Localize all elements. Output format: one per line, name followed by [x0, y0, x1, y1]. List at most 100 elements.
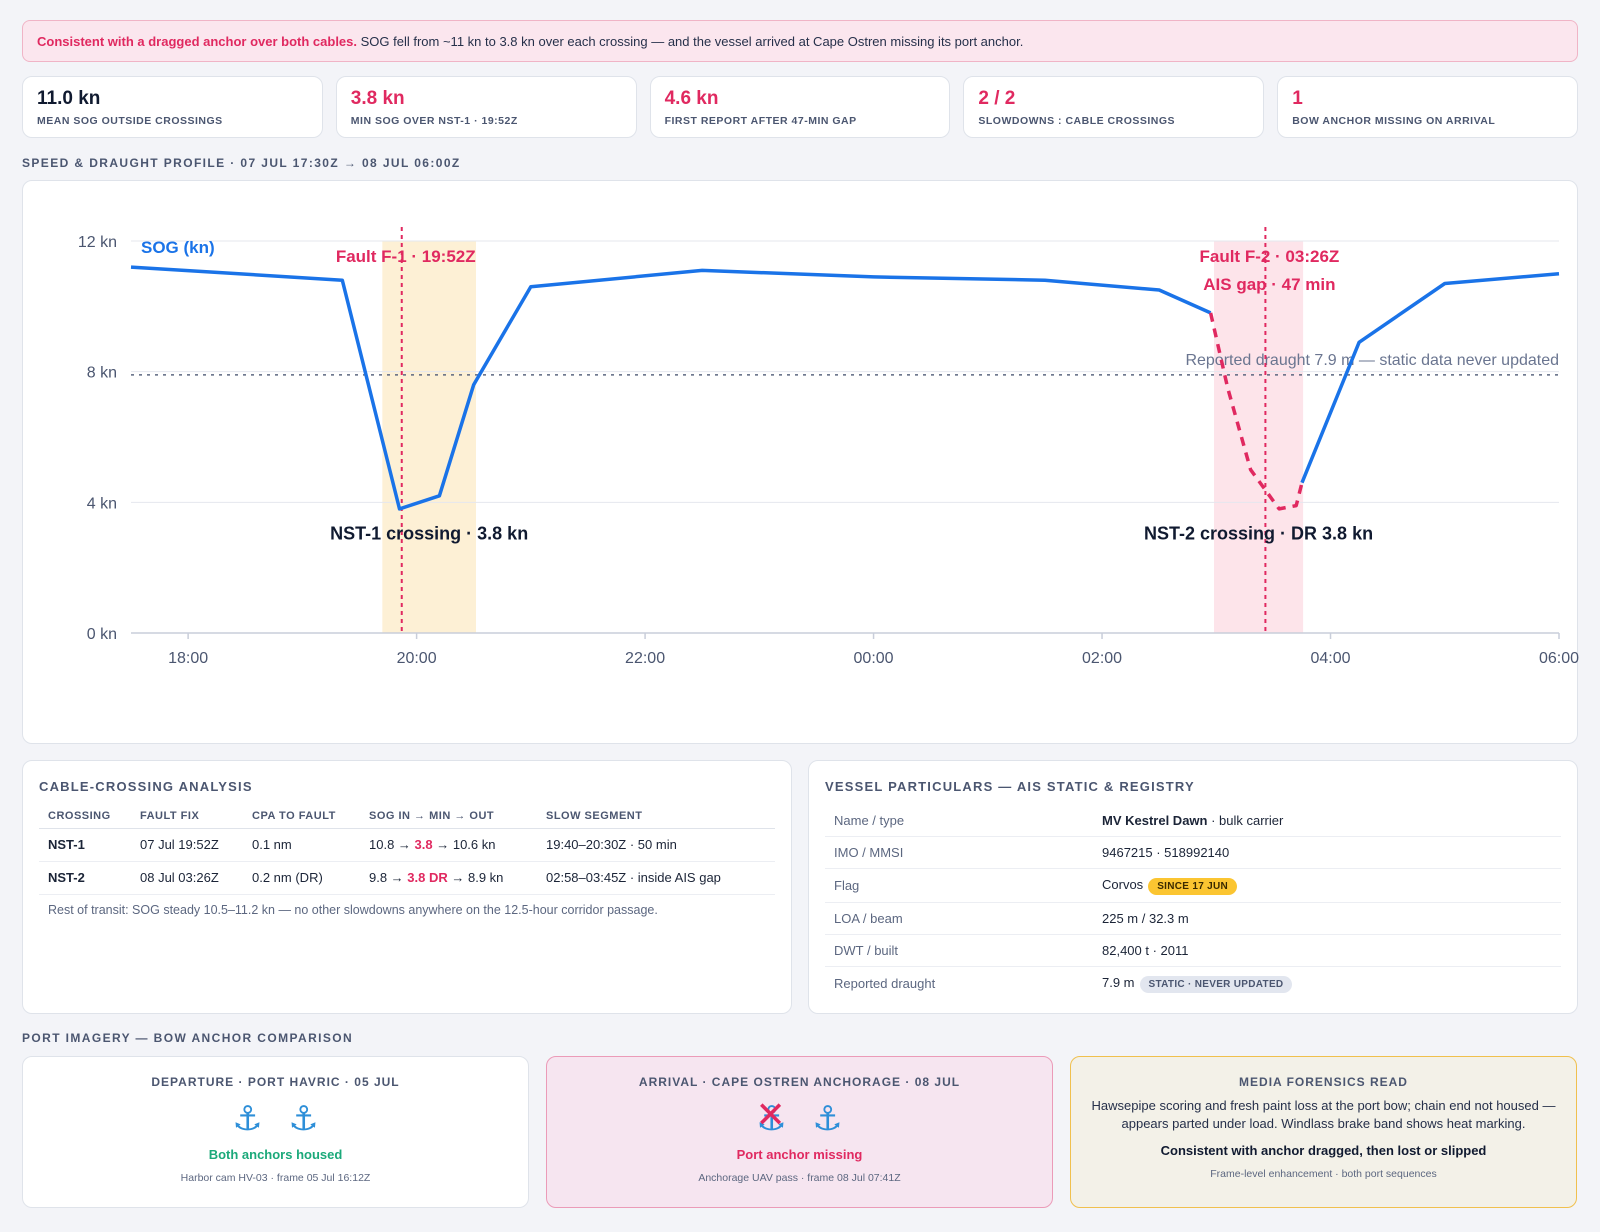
- arrival-title: ARRIVAL · CAPE OSTREN ANCHORAGE · 08 JUL: [638, 1075, 961, 1089]
- arrival-meta: Anchorage UAV pass · frame 08 Jul 07:41Z: [698, 1172, 901, 1184]
- kpi-card: 3.8 kn MIN SOG OVER NST-1 · 19:52Z: [335, 76, 637, 138]
- forensics-title: MEDIA FORENSICS READ: [1239, 1075, 1408, 1089]
- field-value: 225 m / 32.3 m: [1093, 902, 1561, 935]
- crossing-label: NST-2 crossing · DR 3.8 kn: [1144, 523, 1373, 543]
- departure-title: DEPARTURE · PORT HAVRIC · 05 JUL: [151, 1075, 400, 1089]
- cable-crossing-card: CABLE-CROSSING ANALYSIS CROSSING FAULT F…: [22, 760, 792, 1014]
- draught-badge: STATIC · NEVER UPDATED: [1139, 975, 1293, 993]
- fault-label: Fault F-2 · 03:26Z: [1199, 247, 1339, 266]
- departure-status: Both anchors housed: [208, 1147, 343, 1162]
- x-tick-label: 00:00: [854, 650, 894, 667]
- speed-chart: 0 kn 4 kn 8 kn 12 kn 18:00 20:00 22:00 00:00 02:…: [78, 227, 1579, 667]
- field-value: 82,400 t · 2011: [1093, 934, 1561, 967]
- vessel-name: MV Kestrel Dawn: [1102, 812, 1208, 828]
- kpi-card: 1 BOW ANCHOR MISSING ON ARRIVAL: [1277, 76, 1578, 138]
- sog-out: → 8.9 kn: [447, 870, 504, 885]
- slow-segment: 02:58–03:45Z · inside AIS gap: [537, 861, 775, 895]
- field-key: LOA / beam: [825, 902, 1093, 935]
- anchor-icon: ⚓: [232, 1100, 263, 1138]
- x-tick-label: 22:00: [625, 650, 665, 667]
- alert-bold: Consistent with a dragged anchor over bo…: [37, 34, 357, 49]
- draught-reference-label: Reported draught 7.9 m — static data nev…: [1185, 352, 1559, 369]
- y-tick-label: 0 kn: [87, 626, 117, 643]
- alert-banner: Consistent with a dragged anchor over bo…: [22, 20, 1578, 62]
- vessel-card-title: VESSEL PARTICULARS — AIS STATIC & REGIST…: [825, 779, 1195, 794]
- field-value: MV Kestrel Dawn · bulk carrier: [1093, 804, 1561, 837]
- field-value: 9467215 · 518992140: [1093, 836, 1561, 869]
- table-row: Flag Corvos SINCE 17 JUN: [825, 868, 1561, 903]
- sog-profile: 10.8 → 3.8 → 10.6 kn: [360, 828, 537, 862]
- kpi-value: 3.8 kn: [350, 88, 405, 109]
- y-tick-label: 12 kn: [78, 234, 117, 251]
- crossing-label: NST-1 crossing · 3.8 kn: [330, 523, 528, 543]
- sog-series-line: [1300, 271, 1560, 484]
- table-row: Reported draught 7.9 m STATIC · NEVER UPDA…: [825, 966, 1561, 1000]
- kpi-label: MEAN SOG OUTSIDE CROSSINGS: [37, 115, 223, 127]
- kpi-card: 4.6 kn FIRST REPORT AFTER 47-MIN GAP: [649, 76, 951, 138]
- column-header: FAULT FIX: [131, 804, 243, 829]
- column-header: SOG IN → MIN → OUT: [360, 804, 537, 829]
- field-key: Flag: [825, 868, 1093, 903]
- y-tick-label: 4 kn: [87, 495, 117, 512]
- departure-meta: Harbor cam HV-03 · frame 05 Jul 16:12Z: [180, 1172, 371, 1184]
- arrival-imagery-card: ARRIVAL · CAPE OSTREN ANCHORAGE · 08 JUL…: [546, 1056, 1053, 1208]
- field-key: Reported draught: [834, 976, 936, 991]
- fault-label: Fault F-1 · 19:52Z: [336, 247, 476, 266]
- kpi-value: 4.6 kn: [664, 88, 719, 109]
- table-row: NST-2 08 Jul 03:26Z 0.2 nm (DR) 9.8 → 3.…: [39, 861, 775, 895]
- series-label: SOG (kn): [141, 238, 215, 257]
- column-header: SLOW SEGMENT: [537, 804, 775, 829]
- missing-anchor: ⚓ ✕: [744, 1094, 800, 1141]
- kpi-label: MIN SOG OVER NST-1 · 19:52Z: [350, 115, 518, 127]
- fault-label: AIS gap · 47 min: [1203, 275, 1335, 294]
- cpa-to-fault: 0.2 nm (DR): [243, 861, 360, 895]
- missing-x-icon: ✕: [755, 1094, 786, 1135]
- kpi-value: 11.0 kn: [37, 88, 101, 109]
- cable-card-title: CABLE-CROSSING ANALYSIS: [39, 779, 253, 794]
- field-key: Name / type: [825, 804, 1093, 837]
- kpi-card: 11.0 kn MEAN SOG OUTSIDE CROSSINGS: [22, 76, 323, 138]
- arrival-status: Port anchor missing: [736, 1147, 863, 1162]
- alert-text: SOG fell from ~11 kn to 3.8 kn over each…: [357, 34, 1024, 49]
- flag-badge: SINCE 17 JUN: [1148, 877, 1238, 895]
- sog-profile: 9.8 → 3.8 DR → 8.9 kn: [360, 861, 537, 895]
- sog-out: → 10.6 kn: [432, 837, 496, 852]
- fault-fix: 08 Jul 03:26Z: [131, 861, 243, 895]
- anchor-icon: ⚓: [756, 1100, 787, 1138]
- kpi-label: BOW ANCHOR MISSING ON ARRIVAL: [1292, 115, 1496, 127]
- field-key: DWT / built: [825, 934, 1093, 967]
- table-row: NST-1 07 Jul 19:52Z 0.1 nm 10.8 → 3.8 → …: [39, 828, 775, 862]
- vessel-type: · bulk carrier: [1207, 812, 1284, 828]
- cpa-to-fault: 0.1 nm: [243, 828, 360, 862]
- transit-note: Rest of transit: SOG steady 10.5–11.2 kn…: [48, 903, 658, 917]
- field-key: IMO / MMSI: [825, 836, 1093, 869]
- field-value: 7.9 m STATIC · NEVER UPDATED: [1093, 966, 1561, 1000]
- x-tick-label: 20:00: [397, 650, 437, 667]
- kpi-value: 1: [1292, 88, 1303, 109]
- forensics-conclusion: Consistent with anchor dragged, then los…: [1160, 1143, 1487, 1158]
- crossing-band: [1213, 241, 1304, 633]
- anchor-icon: ⚓: [812, 1100, 843, 1138]
- kpi-label: SLOWDOWNS : CABLE CROSSINGS: [978, 115, 1176, 127]
- field-value: Corvos SINCE 17 JUN: [1093, 868, 1561, 903]
- kpi-value: 2 / 2: [978, 88, 1016, 109]
- departure-imagery-card: DEPARTURE · PORT HAVRIC · 05 JUL ⚓ ⚓ Both…: [22, 1056, 529, 1208]
- table-row: DWT / built 82,400 t · 2011: [825, 934, 1561, 967]
- ais-gap-dead-reckoning-line: [1208, 312, 1304, 511]
- slow-segment: 19:40–20:30Z · 50 min: [537, 828, 775, 862]
- anchor-pair: ⚓ ✕ ⚓: [547, 1094, 1052, 1145]
- column-header: CROSSING: [39, 804, 131, 829]
- table-row: LOA / beam 225 m / 32.3 m: [825, 902, 1561, 935]
- forensics-body: Hawsepipe scoring and fresh paint loss a…: [1091, 1098, 1556, 1131]
- sog-min: 3.8 DR: [407, 870, 448, 885]
- vessel-table: Name / type MV Kestrel Dawn · bulk carrie…: [825, 804, 1561, 1000]
- forensics-card: MEDIA FORENSICS READ Hawsepipe scoring a…: [1070, 1056, 1577, 1208]
- vessel-particulars-card: VESSEL PARTICULARS — AIS STATIC & REGIST…: [808, 760, 1578, 1014]
- crossing-id: NST-2: [39, 861, 131, 895]
- sog-in: 9.8 →: [369, 870, 408, 885]
- anchor-pair: ⚓ ⚓: [23, 1097, 528, 1145]
- sog-series-line: [130, 265, 1212, 511]
- table-row: Name / type MV Kestrel Dawn · bulk carrie…: [825, 804, 1561, 837]
- imagery-section-title: PORT IMAGERY — BOW ANCHOR COMPARISON: [22, 1031, 354, 1045]
- sog-min: 3.8: [414, 837, 433, 852]
